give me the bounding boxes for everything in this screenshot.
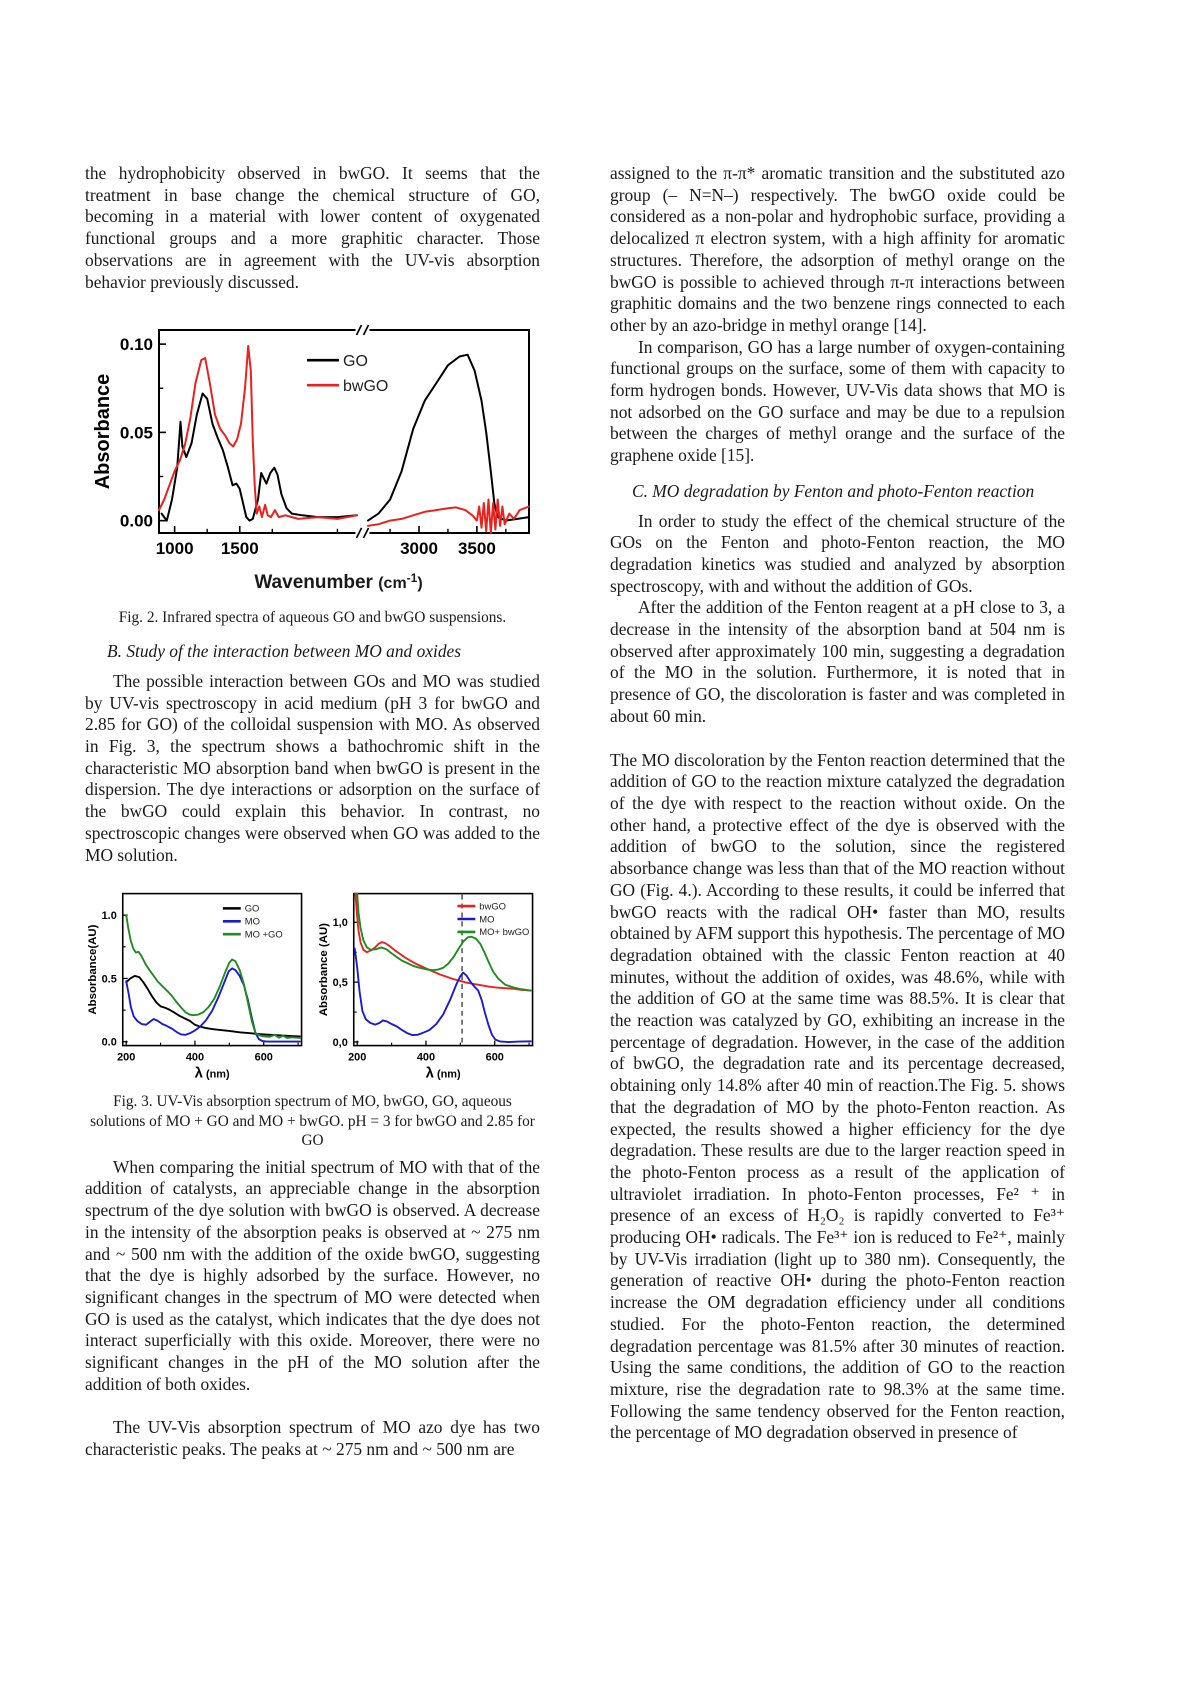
paragraph-uvvis-peaks: The UV-Vis absorption spectrum of MO azo… <box>85 1417 540 1460</box>
fig3-caption: Fig. 3. UV-Vis absorption spectrum of MO… <box>85 1092 540 1151</box>
svg-text:Absorbance(AU): Absorbance(AU) <box>87 925 99 1015</box>
fig2-xlabel-paren-close: ) <box>417 575 423 593</box>
svg-text:200: 200 <box>117 1052 135 1064</box>
fig2-xlabel-superscript: -1 <box>406 571 418 586</box>
fig3-caption-line1: Fig. 3. UV-Vis absorption spectrum of MO… <box>113 1093 512 1111</box>
paragraph-comparing: When comparing the initial spectrum of M… <box>85 1156 540 1394</box>
section-b-heading: B. Study of the interaction between MO a… <box>107 641 462 662</box>
svg-text:1000: 1000 <box>155 539 193 558</box>
svg-text:λ (nm): λ (nm) <box>425 1066 460 1082</box>
fig3-left-uvvis-chart: 0.0 0.5 1.0 200 400 600 GO MO MO +GO Absorbance(A… <box>87 893 303 1082</box>
fig2-xlabel-paren: ( <box>378 575 384 593</box>
section-c-heading: C. MO degradation by Fenton and photo-Fe… <box>632 480 1035 501</box>
svg-text:0,5: 0,5 <box>332 977 347 989</box>
fig2-xlabel-main: Wavenumber <box>254 572 379 594</box>
svg-text:0.10: 0.10 <box>119 335 152 354</box>
paragraph-assigned: assigned to the π-π* aromatic transition… <box>610 163 1065 335</box>
svg-text:GO: GO <box>343 353 368 370</box>
svg-text:0.5: 0.5 <box>102 974 117 986</box>
svg-text:400: 400 <box>186 1052 204 1064</box>
figure-3: 0.0 0.5 1.0 200 400 600 GO MO MO +GO Absorbance(A… <box>85 886 540 1151</box>
left-column: the hydrophobicity observed in bwGO. It … <box>85 163 540 1461</box>
svg-text:1.0: 1.0 <box>102 910 117 922</box>
fig2-xlabel-unit: cm <box>383 575 407 593</box>
svg-text:600: 600 <box>255 1052 273 1064</box>
svg-text:bwGO: bwGO <box>479 901 506 912</box>
svg-text:MO +GO: MO +GO <box>245 929 283 940</box>
fig2-ir-spectra-chart: 0.00 0.05 0.10 1000 1500 3000 3500 GO bwGO Absorb… <box>92 324 530 558</box>
svg-text:Absorbance: Absorbance <box>92 374 114 490</box>
fig2-x-axis-label: Wavenumber (cm-1) <box>87 571 539 594</box>
svg-text:bwGO: bwGO <box>343 378 388 395</box>
svg-text:3000: 3000 <box>400 539 438 558</box>
svg-text:0.00: 0.00 <box>119 512 152 531</box>
right-column: assigned to the π-π* aromatic transition… <box>610 163 1065 1461</box>
svg-text:200: 200 <box>348 1052 366 1064</box>
svg-text:MO: MO <box>479 914 494 925</box>
two-column-layout: the hydrophobicity observed in bwGO. It … <box>85 163 1065 1461</box>
svg-text:1,0: 1,0 <box>332 917 347 929</box>
svg-text:0.05: 0.05 <box>119 424 152 443</box>
svg-text:3500: 3500 <box>457 539 495 558</box>
paragraph-in-order: In order to study the effect of the chem… <box>610 510 1065 596</box>
figure-2: 0.00 0.05 0.10 1000 1500 3000 3500 GO bwGO Absorb… <box>87 317 539 627</box>
svg-text:1500: 1500 <box>220 539 258 558</box>
paragraph-interaction: The possible interaction between GOs and… <box>85 670 540 865</box>
svg-text:400: 400 <box>416 1052 434 1064</box>
svg-text:MO+ bwGO: MO+ bwGO <box>479 926 529 937</box>
svg-text:Absorbance (AU): Absorbance (AU) <box>317 923 329 1016</box>
fig3-charts-row: 0.0 0.5 1.0 200 400 600 GO MO MO +GO Absorbance(A… <box>85 886 540 1082</box>
fig2-caption: Fig. 2. Infrared spectra of aqueous GO a… <box>118 609 507 627</box>
svg-text:λ (nm): λ (nm) <box>195 1066 230 1082</box>
paragraph-comparison: In comparison, GO has a large number of … <box>610 336 1065 466</box>
fig3-caption-line2: solutions of MO + GO and MO + bwGO. pH =… <box>90 1112 535 1150</box>
svg-text:0,0: 0,0 <box>332 1037 347 1049</box>
svg-text:MO: MO <box>245 916 260 927</box>
svg-text:600: 600 <box>485 1052 503 1064</box>
paragraph-discoloration: The MO discoloration by the Fenton react… <box>610 749 1065 1443</box>
paragraph-after-addition: After the addition of the Fenton reagent… <box>610 597 1065 726</box>
svg-text:0.0: 0.0 <box>102 1037 117 1049</box>
paragraph-hydrophobicity: the hydrophobicity observed in bwGO. It … <box>85 163 540 292</box>
svg-text:GO: GO <box>245 903 260 914</box>
